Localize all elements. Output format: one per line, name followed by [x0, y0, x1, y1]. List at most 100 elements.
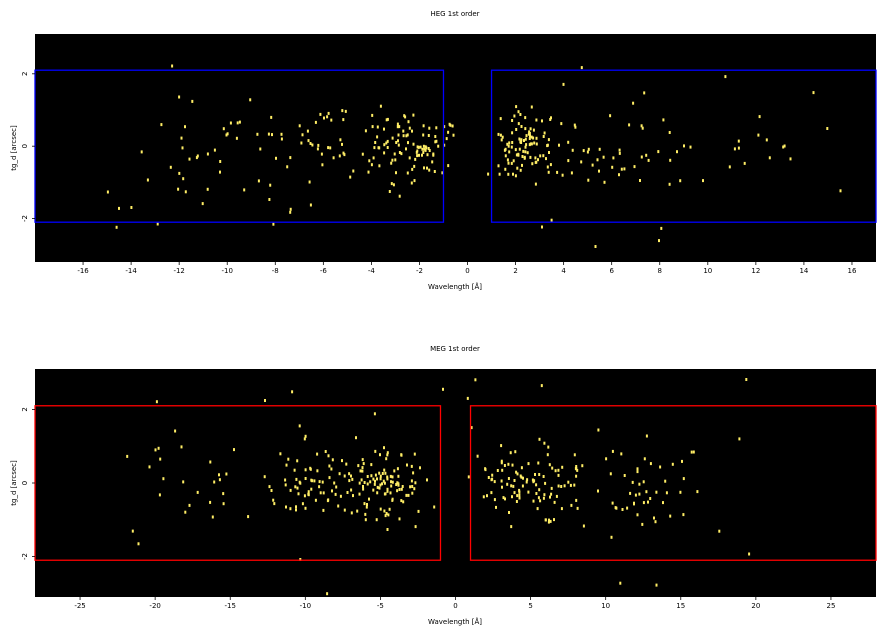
meg-event-point: [548, 463, 551, 467]
meg-event-point: [299, 481, 302, 485]
heg-event-point: [370, 163, 373, 167]
meg-event-point: [413, 452, 416, 456]
meg-event-point: [382, 479, 385, 483]
heg-event-point: [524, 145, 527, 149]
heg-event-point: [528, 143, 531, 147]
heg-event-point: [633, 165, 636, 169]
meg-event-point: [307, 492, 310, 496]
meg-event-point: [362, 462, 365, 466]
meg-event-point: [636, 470, 639, 474]
heg-event-point: [307, 139, 310, 143]
meg-event-point: [649, 462, 652, 466]
heg-event-point: [541, 119, 543, 123]
meg-event-point: [527, 462, 530, 466]
heg-x-tick-label: -12: [173, 267, 184, 275]
heg-event-point: [603, 180, 606, 184]
heg-y-tick-label: 0: [21, 144, 29, 148]
meg-event-point: [645, 434, 648, 438]
heg-event-point: [219, 170, 221, 174]
heg-event-point: [289, 156, 292, 160]
meg-event-point: [560, 485, 563, 488]
heg-event-point: [596, 158, 599, 162]
heg-event-point: [618, 148, 621, 152]
heg-event-point: [376, 125, 379, 129]
heg-event-point: [383, 143, 386, 147]
heg-event-point: [501, 135, 504, 139]
meg-event-point: [442, 387, 444, 391]
heg-event-point: [645, 153, 648, 157]
heg-event-point: [412, 113, 415, 117]
heg-event-point: [309, 203, 312, 207]
meg-event-point: [547, 520, 550, 524]
meg-event-point: [307, 490, 310, 494]
heg-x-tick-label: 2: [513, 267, 517, 275]
meg-event-point: [426, 478, 428, 482]
heg-event-point: [140, 150, 143, 154]
meg-event-point: [335, 485, 338, 489]
heg-event-point: [268, 198, 271, 201]
meg-event-point: [357, 464, 360, 468]
heg-event-point: [426, 166, 428, 170]
meg-event-point: [351, 477, 354, 481]
meg-event-point: [654, 520, 657, 524]
heg-event-point: [412, 142, 415, 146]
heg-event-point: [515, 105, 518, 109]
meg-event-point: [582, 524, 585, 528]
meg-event-point: [659, 465, 662, 469]
heg-event-point: [546, 143, 549, 147]
meg-event-point: [339, 494, 342, 498]
meg-event-point: [563, 484, 566, 488]
meg-plot-background: [35, 369, 876, 597]
meg-event-point: [180, 445, 183, 449]
heg-event-point: [393, 152, 396, 156]
meg-event-point: [390, 484, 393, 488]
heg-event-point: [668, 131, 671, 134]
heg-event-point: [506, 158, 509, 162]
heg-event-point: [195, 156, 198, 160]
heg-event-point: [515, 128, 518, 131]
heg-event-point: [320, 152, 323, 156]
meg-event-point: [225, 472, 228, 476]
meg-event-point: [157, 446, 160, 450]
heg-event-point: [632, 101, 635, 105]
meg-event-point: [653, 516, 655, 520]
heg-event-point: [184, 125, 186, 129]
meg-event-point: [211, 515, 214, 519]
heg-x-tick-label: 10: [703, 267, 712, 275]
heg-x-tick-label: -16: [77, 267, 89, 275]
heg-event-point: [372, 156, 375, 160]
meg-event-point: [272, 498, 275, 502]
meg-event-point: [385, 512, 388, 515]
heg-event-point: [618, 173, 620, 177]
heg-event-point: [257, 179, 260, 183]
meg-event-point: [319, 491, 322, 495]
meg-event-point: [364, 518, 367, 522]
meg-event-point: [355, 436, 357, 440]
meg-event-point: [555, 494, 558, 498]
meg-extraction-region-2: [469, 405, 877, 561]
heg-event-point: [647, 158, 650, 162]
meg-event-point: [285, 505, 287, 509]
meg-x-tick-label: -25: [74, 602, 85, 610]
meg-event-point: [379, 453, 381, 457]
heg-event-point: [526, 151, 529, 155]
heg-event-point: [520, 125, 523, 128]
heg-event-point: [130, 206, 133, 209]
meg-event-point: [486, 494, 488, 498]
meg-event-point: [396, 467, 399, 471]
heg-event-point: [314, 120, 317, 124]
heg-event-point: [519, 113, 522, 116]
meg-x-tick-label: 15: [676, 602, 685, 610]
meg-event-point: [623, 474, 626, 477]
meg-x-tick-label: 25: [826, 602, 835, 610]
meg-event-point: [642, 480, 645, 484]
meg-event-point: [289, 507, 292, 511]
heg-event-point: [377, 146, 380, 150]
heg-event-point: [243, 188, 246, 192]
heg-event-point: [421, 147, 424, 151]
meg-event-point: [384, 471, 387, 475]
meg-event-point: [520, 475, 523, 479]
meg-event-point: [155, 400, 158, 404]
heg-event-point: [537, 158, 539, 162]
heg-event-point: [580, 160, 583, 164]
